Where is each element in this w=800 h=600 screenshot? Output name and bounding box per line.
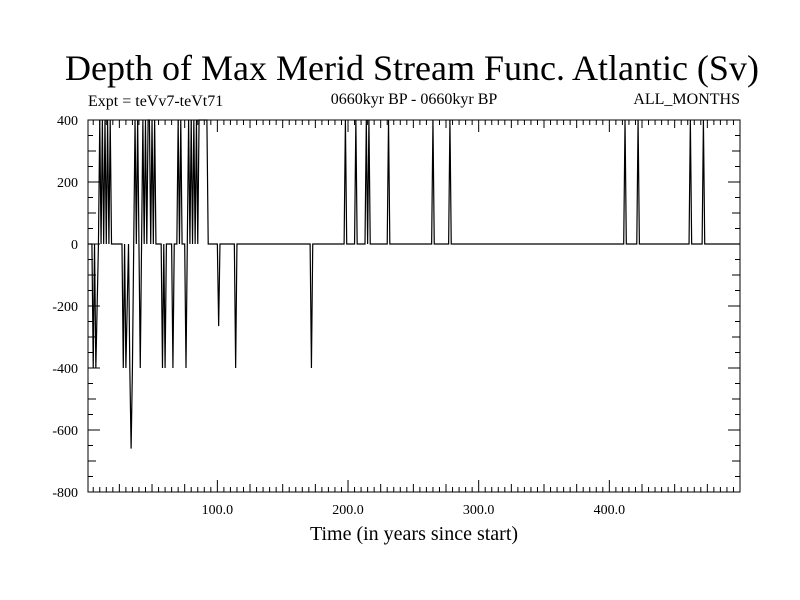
y-tick-label: -400: [52, 362, 78, 377]
plot-frame: [87, 119, 741, 493]
y-tick-label: 200: [57, 176, 78, 191]
series-layer: [88, 119, 740, 449]
months-label: ALL_MONTHS: [633, 91, 740, 108]
y-tick-label: -200: [52, 300, 78, 315]
period-label: 0660kyr BP - 0660kyr BP: [331, 91, 498, 108]
y-tick-label: 400: [57, 114, 78, 129]
y-tick-label: -800: [52, 486, 78, 501]
x-tick-label: 300.0: [463, 503, 495, 518]
series-line: [88, 119, 740, 449]
y-axis-ticks: -800 -600 -400 -200 0 200 400: [52, 114, 740, 501]
y-tick-label: 0: [71, 238, 78, 253]
x-tick-label: 400.0: [594, 503, 626, 518]
x-axis-ticks: 100.0 200.0 300.0 400.0: [92, 120, 741, 518]
x-axis-title: Time (in years since start): [310, 523, 518, 545]
experiment-label: Expt = teVv7-teVt71: [88, 93, 223, 110]
x-tick-label: 100.0: [202, 503, 234, 518]
chart-title: Depth of Max Merid Stream Func. Atlantic…: [65, 48, 759, 88]
y-tick-label: -600: [52, 424, 78, 439]
x-tick-label: 200.0: [332, 503, 364, 518]
